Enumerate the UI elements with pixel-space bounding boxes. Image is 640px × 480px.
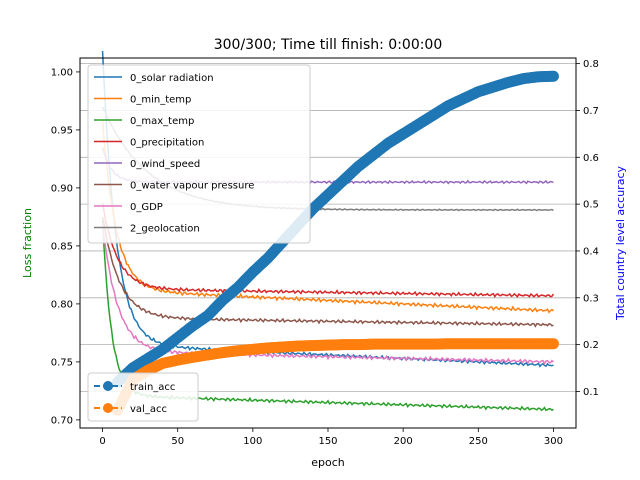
left-y-axis-ticks: 0.70 0.75 0.80 0.85 0.90 0.95 1.00 xyxy=(51,67,80,426)
right-y-tick-label: 0.2 xyxy=(583,340,599,351)
right-y-tick-label: 0.3 xyxy=(583,293,599,304)
left-y-tick-label: 0.85 xyxy=(51,241,73,252)
left-y-axis-label: Loss fraction xyxy=(21,208,34,278)
x-axis-label: epoch xyxy=(311,456,345,469)
legend-label: 0_min_temp xyxy=(130,95,191,106)
right-y-tick-label: 0.7 xyxy=(583,106,599,117)
legend-label: val_acc xyxy=(130,404,167,415)
left-y-tick-label: 0.90 xyxy=(51,183,73,194)
loss-line-0-min-temp xyxy=(101,119,554,314)
loss-line-0-precipitation xyxy=(101,203,555,299)
loss-legend: 0_solar radiation 0_min_temp 0_max_temp 0_p… xyxy=(87,64,311,244)
acc-point-val-acc xyxy=(547,338,559,350)
accuracy-legend: train_acc val_acc xyxy=(87,372,199,422)
legend-label: 0_wind_speed xyxy=(130,159,200,170)
x-tick-label: 250 xyxy=(469,436,488,447)
loss-line-0-water-vapour-pressure xyxy=(101,217,554,328)
right-y-tick-label: 0.8 xyxy=(583,59,599,70)
x-tick-label: 200 xyxy=(394,436,413,447)
loss-line-0-gdp xyxy=(101,223,554,366)
legend-label: 0_precipitation xyxy=(130,138,204,149)
right-y-axis-ticks: 0.1 0.2 0.3 0.4 0.5 0.6 0.7 0.8 xyxy=(576,59,599,398)
left-y-tick-label: 0.80 xyxy=(51,299,73,310)
legend-label: 0_solar radiation xyxy=(130,73,214,84)
x-tick-label: 50 xyxy=(171,436,184,447)
legend-label: 0_water vapour pressure xyxy=(130,181,254,192)
chart-title: 300/300; Time till finish: 0:00:00 xyxy=(214,37,443,53)
acc-series-val-acc xyxy=(112,338,559,416)
right-y-tick-label: 0.4 xyxy=(583,246,599,257)
left-y-tick-label: 0.75 xyxy=(51,357,73,368)
x-tick-label: 0 xyxy=(99,436,105,447)
right-y-tick-label: 0.5 xyxy=(583,200,599,211)
legend-marker xyxy=(103,381,113,391)
legend-marker xyxy=(103,403,113,413)
legend-label: 0_GDP xyxy=(130,202,163,213)
legend-label: 2_geolocation xyxy=(130,224,200,235)
loss-line-0-solar-radiation xyxy=(101,51,554,368)
loss-legend-box xyxy=(87,64,311,244)
left-y-tick-label: 1.00 xyxy=(51,67,73,78)
x-tick-label: 300 xyxy=(544,436,563,447)
legend-label: 0_max_temp xyxy=(130,116,194,127)
right-y-axis-label: Total country level accuracy xyxy=(614,166,627,322)
x-axis-ticks: 0 50 100 150 200 250 300 xyxy=(99,428,563,447)
x-tick-label: 100 xyxy=(243,436,262,447)
left-y-tick-label: 0.70 xyxy=(51,415,73,426)
right-y-tick-label: 0.6 xyxy=(583,153,599,164)
right-y-tick-label: 0.1 xyxy=(583,387,599,398)
left-y-tick-label: 0.95 xyxy=(51,125,73,136)
legend-label: train_acc xyxy=(130,382,175,393)
x-tick-label: 150 xyxy=(318,436,337,447)
acc-point-train-acc xyxy=(547,70,559,82)
